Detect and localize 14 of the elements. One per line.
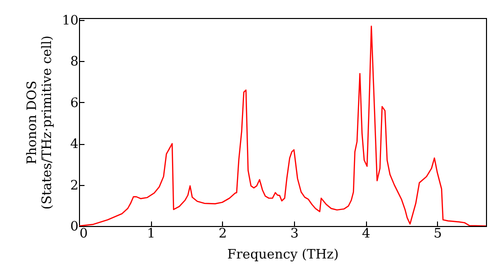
x-tick-label: 2 <box>218 226 227 242</box>
y-tick-label: 8 <box>70 54 78 70</box>
y-tick-label: 6 <box>70 96 78 111</box>
x-tick-label: 3 <box>290 226 299 242</box>
x-tick-label: 0 <box>80 226 88 242</box>
line-series <box>79 26 486 226</box>
y-axis-title: Phonon DOS (States/THz·primitive cell) <box>24 35 55 210</box>
x-tick-label: 1 <box>147 226 156 242</box>
x-tick-label: 5 <box>434 226 442 242</box>
y-tick-label: 2 <box>70 178 78 194</box>
x-tick-label: 4 <box>362 226 370 242</box>
y-tick-label: 4 <box>70 137 78 152</box>
x-axis-title: Frequency (THz) <box>227 248 339 262</box>
y-tick-label: 10 <box>62 14 78 29</box>
